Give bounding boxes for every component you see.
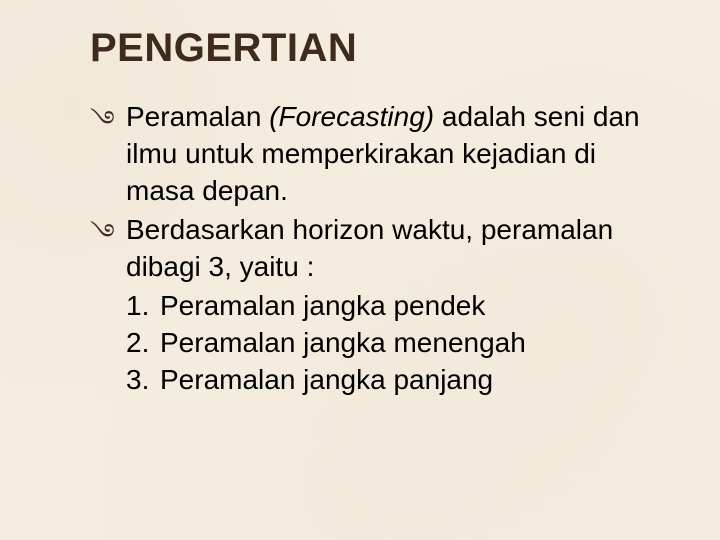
body-content: ࿓ Peramalan (Forecasting) adalah seni da… bbox=[90, 99, 660, 399]
slide: PENGERTIAN ࿓ Peramalan (Forecasting) ada… bbox=[0, 0, 720, 540]
slide-title: PENGERTIAN bbox=[90, 26, 660, 71]
list-item-label: Peramalan jangka menengah bbox=[160, 327, 526, 358]
list-item: 1.Peramalan jangka pendek bbox=[126, 288, 660, 325]
bullet-text: Peramalan (Forecasting) adalah seni dan … bbox=[126, 99, 660, 210]
list-item-label: Peramalan jangka panjang bbox=[160, 364, 493, 395]
bullet-item: ࿓ Peramalan (Forecasting) adalah seni da… bbox=[90, 99, 660, 210]
list-item: 2.Peramalan jangka menengah bbox=[126, 325, 660, 362]
list-item: 3.Peramalan jangka panjang bbox=[126, 362, 660, 399]
list-item-number: 2. bbox=[126, 325, 160, 362]
list-item-number: 3. bbox=[126, 362, 160, 399]
bullet-text: Berdasarkan horizon waktu, peramalan dib… bbox=[126, 212, 660, 286]
numbered-list: 1.Peramalan jangka pendek 2.Peramalan ja… bbox=[90, 288, 660, 399]
list-item-number: 1. bbox=[126, 288, 160, 325]
bullet-text-prefix: Berdasarkan horizon waktu, peramalan dib… bbox=[126, 214, 613, 282]
bullet-marker-icon: ࿓ bbox=[90, 216, 115, 250]
bullet-text-prefix: Peramalan bbox=[126, 101, 269, 132]
bullet-marker-icon: ࿓ bbox=[90, 103, 115, 137]
bullet-item: ࿓ Berdasarkan horizon waktu, peramalan d… bbox=[90, 212, 660, 286]
bullet-text-italic: (Forecasting) bbox=[269, 101, 434, 132]
list-item-label: Peramalan jangka pendek bbox=[160, 290, 485, 321]
